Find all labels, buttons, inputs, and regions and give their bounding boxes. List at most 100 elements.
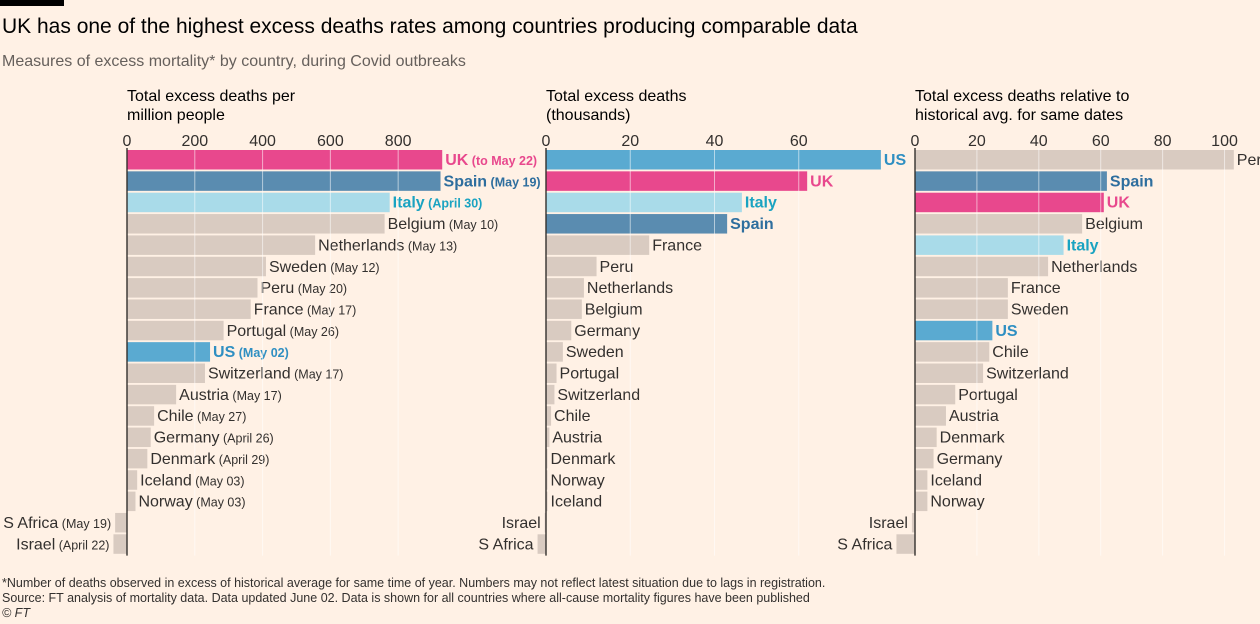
bar-3-germany [915, 448, 934, 469]
bar-2-uk [546, 171, 808, 191]
bar-2-peru [546, 256, 597, 277]
bar-3-belgium [915, 214, 1083, 234]
bar-label-1-iceland: Iceland (May 03) [140, 472, 244, 489]
bar-1-norway [127, 491, 136, 512]
bar-label-1-s-africa: S Africa (May 19) [3, 515, 111, 532]
bar-3-italy [915, 235, 1064, 255]
source-note: Source: FT analysis of mortality data. D… [2, 591, 810, 605]
bar-label-3-us: US [995, 323, 1018, 340]
footer: *Number of deaths observed in excess of … [2, 576, 825, 621]
bar-2-iceland [546, 491, 548, 512]
bar-3-france [915, 278, 1008, 298]
bar-2-austria [546, 427, 550, 448]
bar-label-3-netherlands: Netherlands [1051, 259, 1137, 276]
bar-2-sweden [546, 342, 563, 362]
bar-2-spain [546, 214, 728, 234]
bar-3-israel [911, 512, 915, 533]
bar-2-s-africa [537, 534, 546, 554]
bar-label-2-germany: Germany [574, 323, 640, 340]
bar-1-france [127, 299, 251, 319]
bar-1-portugal [127, 320, 224, 341]
tick-label-2-60: 60 [790, 133, 808, 150]
chart-subtitle: Measures of excess mortality* by country… [2, 53, 466, 70]
bar-2-germany [546, 320, 572, 341]
bar-label-2-france: France [652, 237, 702, 254]
bar-label-3-italy: Italy [1067, 237, 1099, 254]
bar-label-3-germany: Germany [937, 451, 1003, 468]
bar-1-denmark [127, 448, 148, 469]
tick-label-1-800: 800 [385, 133, 412, 150]
chart-title: UK has one of the highest excess deaths … [2, 15, 858, 38]
bar-label-1-netherlands: Netherlands (May 13) [318, 237, 457, 254]
bar-3-switzerland [915, 363, 984, 383]
bar-label-3-belgium: Belgium [1085, 216, 1143, 233]
tick-label-1-200: 200 [181, 133, 208, 150]
bar-label-1-us: US (May 02) [213, 344, 289, 361]
bar-label-3-chile: Chile [992, 344, 1029, 361]
bar-label-3-spain: Spain [1110, 173, 1154, 190]
bar-1-iceland [127, 470, 138, 490]
tick-label-2-0: 0 [542, 133, 551, 150]
bar-label-2-us: US [884, 152, 907, 169]
bar-label-2-peru: Peru [600, 259, 634, 276]
bar-label-3-france: France [1011, 280, 1061, 297]
tick-label-3-20: 20 [968, 133, 986, 150]
bar-1-s-africa [115, 512, 127, 533]
panel-title-3: Total excess deaths relative to historica… [915, 88, 1129, 124]
bar-2-italy [546, 192, 742, 213]
bar-label-2-israel: Israel [502, 515, 541, 532]
bar-label-1-france: France (May 17) [254, 301, 357, 318]
bar-1-belgium [127, 214, 385, 234]
tick-label-1-0: 0 [123, 133, 132, 150]
bar-2-netherlands [546, 278, 584, 298]
bar-1-italy [127, 192, 390, 213]
bar-label-1-denmark: Denmark (April 29) [150, 451, 269, 468]
charts-svg: Total excess deaths per million people 0 20… [3, 88, 1260, 556]
bar-2-chile [546, 406, 552, 426]
bar-label-3-uk: UK [1107, 195, 1131, 212]
bar-2-belgium [546, 299, 582, 319]
bar-3-s-africa [896, 534, 915, 554]
bar-3-spain [915, 171, 1107, 191]
bar-2-norway [546, 470, 548, 490]
bar-label-3-austria: Austria [949, 408, 999, 425]
bar-3-portugal [915, 384, 956, 405]
bar-1-chile [127, 406, 155, 426]
bar-1-sweden [127, 256, 266, 277]
bar-2-switzerland [546, 384, 555, 405]
bar-label-2-belgium: Belgium [585, 301, 643, 318]
bar-1-us [127, 342, 211, 362]
bar-label-3-israel: Israel [869, 515, 908, 532]
bar-2-france [546, 235, 650, 255]
bar-label-2-austria: Austria [552, 430, 602, 447]
bar-3-uk [915, 192, 1104, 213]
bar-3-sweden [915, 299, 1008, 319]
bar-label-2-chile: Chile [554, 408, 591, 425]
bar-label-2-iceland: Iceland [551, 494, 603, 511]
bar-label-2-switzerland: Switzerland [557, 387, 640, 404]
tick-label-1-400: 400 [249, 133, 276, 150]
bar-label-1-switzerland: Switzerland (May 17) [208, 366, 343, 383]
bar-1-switzerland [127, 363, 205, 383]
bar-label-1-germany: Germany (April 26) [154, 430, 274, 447]
bar-label-2-uk: UK [810, 173, 834, 190]
bar-3-netherlands [915, 256, 1049, 277]
bar-label-2-italy: Italy [745, 195, 777, 212]
bar-label-1-sweden: Sweden (May 12) [269, 259, 380, 276]
bar-label-3-denmark: Denmark [940, 430, 1006, 447]
tick-label-3-0: 0 [911, 133, 920, 150]
bar-label-1-chile: Chile (May 27) [157, 408, 246, 425]
bar-label-3-peru: Peru [1237, 152, 1260, 169]
bar-label-1-uk: UK (to May 22) [445, 152, 537, 169]
bar-3-peru [915, 150, 1234, 170]
bar-3-austria [915, 406, 946, 426]
bar-label-3-switzerland: Switzerland [986, 366, 1069, 383]
tick-label-3-100: 100 [1211, 133, 1238, 150]
bar-1-germany [127, 427, 151, 448]
bar-label-2-portugal: Portugal [560, 366, 620, 383]
bar-label-3-portugal: Portugal [958, 387, 1018, 404]
bar-label-3-s-africa: S Africa [837, 536, 892, 553]
tick-label-3-40: 40 [1030, 133, 1048, 150]
bar-3-denmark [915, 427, 937, 448]
bar-label-1-italy: Italy (April 30) [393, 195, 483, 212]
